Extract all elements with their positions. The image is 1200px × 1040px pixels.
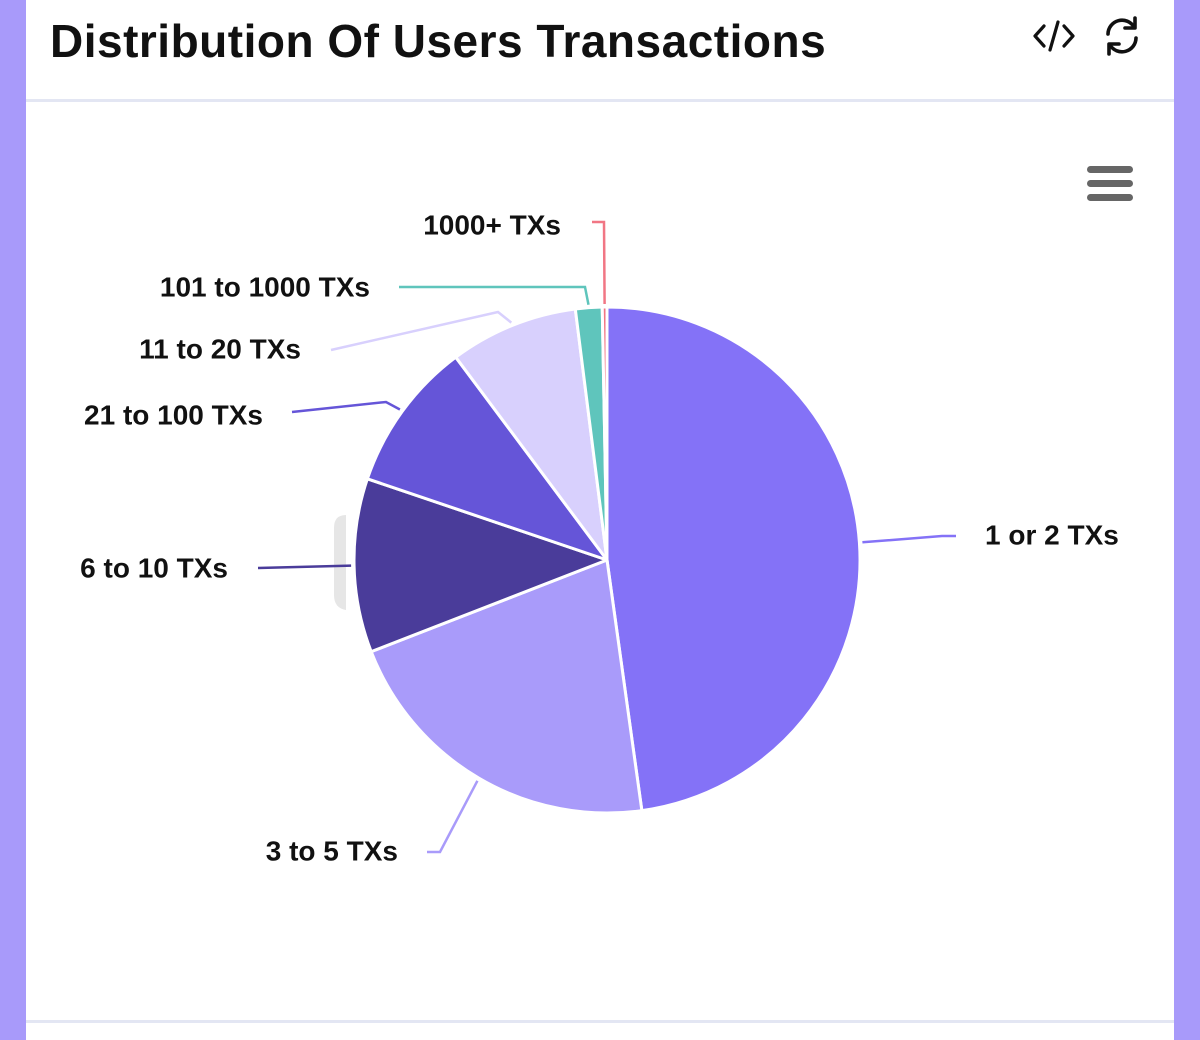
card-footer-divider [26, 1020, 1174, 1023]
chart-menu-button[interactable] [1084, 162, 1136, 206]
slice-label-3-to-5-txs: 3 to 5 TXs [266, 835, 398, 866]
code-button[interactable] [1030, 12, 1078, 60]
pie-slice-6-to-10-txs[interactable] [352, 477, 609, 654]
hamburger-menu-icon [1087, 166, 1133, 201]
pie-slice-3-to-5-txs[interactable] [369, 558, 644, 815]
pie-slice-11-to-20-txs[interactable] [454, 307, 609, 562]
connector-1000-txs [592, 220, 606, 305]
connector-21-to-100-txs [291, 400, 401, 414]
page-title: Distribution Of Users Transactions [50, 15, 827, 67]
pie-slice-1000-txs[interactable] [600, 305, 609, 562]
connector-6-to-10-txs [257, 564, 352, 570]
refresh-icon [1106, 16, 1138, 56]
connector-3-to-5-txs [427, 780, 479, 854]
connector-101-to-1000-txs [399, 285, 590, 305]
slice-label-1-or-2-txs: 1 or 2 TXs [985, 519, 1119, 550]
slice-label-21-to-100-txs: 21 to 100 TXs [84, 399, 263, 430]
slice-label-1000-txs: 1000+ TXs [423, 209, 561, 240]
refresh-button[interactable] [1098, 12, 1146, 60]
code-icon [1033, 20, 1075, 52]
connector-1-or-2-txs [862, 534, 956, 544]
slice-label-11-to-20-txs: 11 to 20 TXs [139, 333, 301, 364]
slice-label-101-to-1000-txs: 101 to 1000 TXs [160, 271, 370, 302]
pie-slice-1-or-2-txs[interactable] [605, 305, 862, 813]
connector-11-to-20-txs [330, 310, 513, 352]
pie-shadow [334, 515, 346, 610]
card-header: Distribution Of Users Transactions [26, 0, 1174, 102]
slice-label-6-to-10-txs: 6 to 10 TXs [80, 552, 228, 583]
pie-slice-21-to-100-txs[interactable] [365, 355, 609, 562]
